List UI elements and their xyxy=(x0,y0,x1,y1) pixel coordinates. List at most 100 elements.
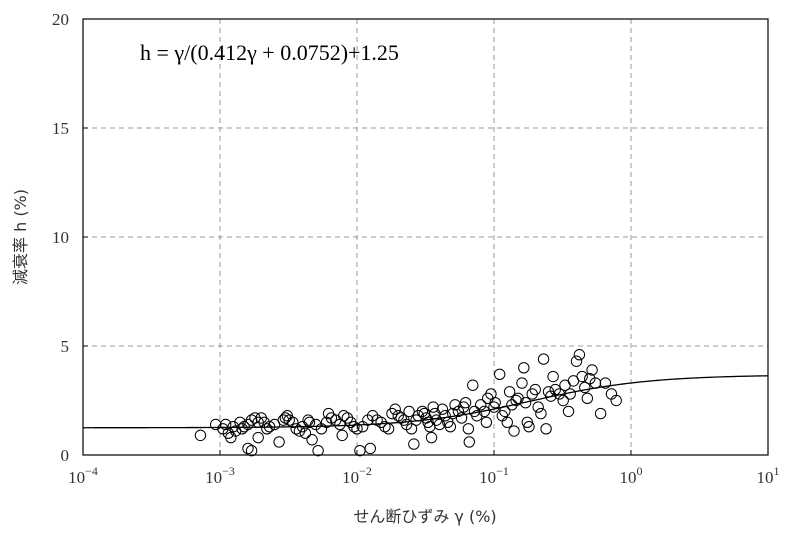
data-point xyxy=(439,410,451,422)
y-tick-label: 0 xyxy=(61,446,70,465)
data-point xyxy=(586,364,598,376)
data-point xyxy=(537,353,550,365)
data-point xyxy=(408,438,420,450)
data-point xyxy=(433,418,446,431)
x-tick-label: 10−1 xyxy=(479,464,509,487)
data-point xyxy=(277,414,290,426)
data-point xyxy=(584,373,596,385)
fit-formula-annotation: h = γ/(0.412γ + 0.0752)+1.25 xyxy=(140,40,399,65)
data-point xyxy=(364,442,376,455)
data-point xyxy=(562,405,575,418)
y-tick-label: 20 xyxy=(52,10,69,29)
data-point xyxy=(463,436,475,448)
data-point xyxy=(351,423,363,435)
data-point xyxy=(416,405,429,418)
data-point xyxy=(290,423,302,435)
data-point xyxy=(557,394,569,407)
data-point xyxy=(403,405,415,418)
y-axis-title: 減衰率 h (%) xyxy=(11,189,30,285)
data-point xyxy=(287,416,299,428)
data-point xyxy=(499,405,511,418)
data-point xyxy=(366,410,379,422)
data-point xyxy=(599,377,612,389)
data-point xyxy=(261,423,273,435)
data-point xyxy=(581,392,594,405)
data-point xyxy=(299,427,312,439)
data-point xyxy=(576,370,588,383)
data-point xyxy=(540,423,552,435)
data-point xyxy=(427,401,439,413)
data-point xyxy=(312,444,324,457)
data-point xyxy=(279,412,292,424)
data-point xyxy=(375,416,387,428)
data-point xyxy=(234,416,246,428)
data-point xyxy=(512,392,524,405)
data-point xyxy=(535,407,547,420)
data-point xyxy=(194,429,207,442)
data-point xyxy=(354,444,366,457)
data-point xyxy=(462,423,475,435)
data-point xyxy=(549,383,561,396)
x-tick-label: 101 xyxy=(757,464,780,487)
data-point xyxy=(480,416,493,428)
data-point xyxy=(310,418,322,431)
data-point xyxy=(338,410,350,422)
data-point xyxy=(564,388,576,400)
data-point xyxy=(545,390,557,402)
x-tick-label: 10−2 xyxy=(342,464,372,487)
x-tick-label: 10−4 xyxy=(68,464,98,487)
data-point xyxy=(610,394,622,407)
data-point xyxy=(252,431,264,444)
data-point xyxy=(467,379,479,391)
data-point xyxy=(579,381,591,394)
data-point xyxy=(547,370,559,383)
data-point xyxy=(594,407,607,420)
x-tick-label: 100 xyxy=(620,464,643,487)
data-point xyxy=(245,444,258,457)
y-tick-labels: 0 5 10 15 20 xyxy=(52,10,88,465)
data-point xyxy=(501,416,513,428)
data-point xyxy=(429,407,441,420)
data-point xyxy=(532,401,544,413)
data-point xyxy=(392,410,404,422)
data-point xyxy=(219,418,232,431)
x-tick-label: 10−3 xyxy=(205,464,235,487)
data-point xyxy=(263,420,276,433)
data-point xyxy=(236,423,248,435)
grid-lines xyxy=(83,19,768,455)
data-point xyxy=(412,410,424,422)
data-point xyxy=(489,396,501,409)
data-point xyxy=(459,396,472,409)
data-point xyxy=(508,425,520,437)
data-point xyxy=(478,405,491,418)
data-point xyxy=(303,416,316,428)
data-point xyxy=(273,436,285,448)
data-point xyxy=(425,431,438,444)
x-axis-title: せん断ひずみ γ (%) xyxy=(353,507,496,526)
data-point xyxy=(455,412,468,424)
data-point xyxy=(573,349,586,361)
data-point xyxy=(518,362,530,374)
data-point xyxy=(475,399,487,411)
data-point xyxy=(405,423,418,435)
data-points xyxy=(194,349,622,457)
y-tick-label: 15 xyxy=(52,119,69,138)
data-point xyxy=(519,396,532,409)
y-tick-label: 5 xyxy=(61,337,70,356)
data-point xyxy=(488,401,500,413)
data-point xyxy=(306,434,318,446)
data-point xyxy=(493,368,506,381)
data-point xyxy=(506,399,518,411)
y-tick-label: 10 xyxy=(52,228,69,247)
data-point xyxy=(436,403,449,415)
data-point xyxy=(444,420,457,433)
data-point xyxy=(348,420,360,433)
data-point xyxy=(570,355,583,367)
fit-curve xyxy=(83,375,769,429)
data-point xyxy=(503,386,516,398)
x-tick-labels: 10−4 10−3 10−2 10−1 100 101 xyxy=(68,450,780,487)
data-point xyxy=(529,383,541,396)
data-point xyxy=(382,423,395,435)
data-point xyxy=(516,377,528,389)
